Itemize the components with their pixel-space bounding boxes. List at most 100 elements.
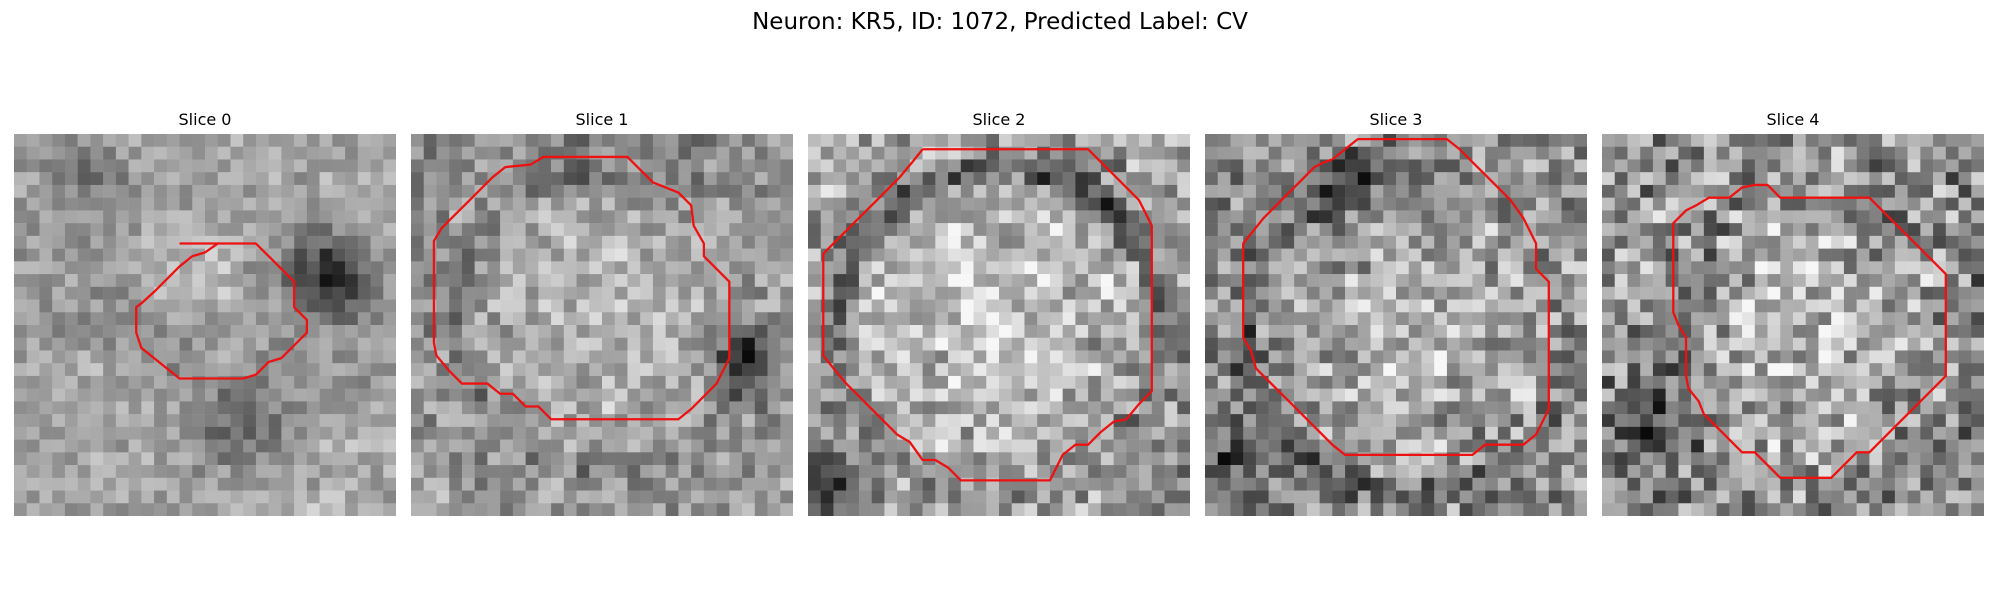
image-pixel [500,426,514,440]
image-pixel [1716,184,1730,198]
image-pixel [1818,286,1832,300]
image-pixel [999,261,1012,275]
image-pixel [1281,159,1295,173]
image-pixel [1294,325,1308,338]
image-pixel [884,172,898,186]
image-pixel [1357,172,1371,186]
image-pixel [1805,248,1819,262]
image-pixel [986,414,1000,428]
image-pixel [1217,248,1231,262]
image-pixel [281,426,295,440]
image-pixel [716,503,730,516]
image-pixel [1831,401,1845,415]
image-pixel [1485,274,1499,288]
image-pixel [1729,223,1743,237]
image-pixel [922,337,936,351]
image-pixel [742,261,756,275]
image-pixel [1421,465,1435,479]
image-pixel [64,312,78,326]
image-pixel [538,337,552,351]
image-pixel [1907,274,1921,288]
image-pixel [306,146,320,160]
image-pixel [1894,210,1908,224]
image-pixel [1485,248,1499,262]
image-pixel [1920,325,1934,338]
image-pixel [1281,465,1295,479]
image-pixel [960,490,974,504]
image-pixel [319,197,333,211]
image-pixel [26,248,40,262]
image-pixel [90,184,104,198]
image-pixel [1485,286,1499,300]
panel-slice-0: Slice 0 [14,109,396,516]
image-pixel [1126,146,1140,160]
image-pixel [449,159,463,173]
image-pixel [948,375,962,389]
image-pixel [1332,452,1346,466]
image-pixel [1396,159,1409,173]
image-pixel [1472,363,1486,377]
image-pixel [128,134,142,147]
image-pixel [370,490,384,504]
image-pixel [576,274,590,288]
image-pixel [1113,426,1127,440]
image-pixel [26,299,40,313]
image-pixel [935,465,949,479]
image-pixel [1294,337,1308,351]
image-pixel [948,248,962,262]
image-pixel [205,337,218,351]
image-pixel [833,452,847,466]
image-pixel [141,477,155,491]
image-pixel [1306,375,1320,389]
image-pixel [960,325,974,338]
image-pixel [1268,426,1282,440]
image-pixel [742,337,756,351]
image-pixel [1151,490,1165,504]
image-pixel [217,350,231,364]
image-pixel [461,490,475,504]
image-pixel [370,426,384,440]
image-pixel [820,426,834,440]
image-pixel [1497,363,1511,377]
image-pixel [370,388,384,402]
image-pixel [306,477,320,491]
image-pixel [551,248,565,262]
image-pixel [1805,197,1819,211]
image-pixel [423,223,437,237]
image-pixel [1652,146,1666,160]
image-pixel [691,184,705,198]
image-pixel [1869,172,1883,186]
image-pixel [1652,210,1666,224]
image-pixel [1396,477,1409,491]
image-pixel [345,439,359,453]
image-pixel [230,363,244,377]
image-pixel [1011,503,1025,516]
image-pixel [1856,426,1870,440]
image-pixel [1088,197,1102,211]
image-pixel [166,452,180,466]
image-pixel [1243,414,1257,428]
image-pixel [1678,184,1692,198]
image-pixel [614,363,628,377]
image-pixel [1920,452,1934,466]
image-pixel [449,210,463,224]
image-pixel [551,337,565,351]
image-pixel [1396,172,1409,186]
image-pixel [1088,274,1102,288]
image-pixel [1805,235,1819,249]
image-pixel [423,401,437,415]
image-pixel [1856,452,1870,466]
image-pixel [1602,452,1615,466]
image-pixel [294,134,308,147]
image-pixel [1805,312,1819,326]
image-pixel [1754,312,1768,326]
image-pixel [1640,146,1654,160]
image-pixel [268,210,282,224]
image-pixel [820,223,834,237]
image-pixel [1716,299,1730,313]
image-pixel [383,184,396,198]
image-pixel [1510,401,1524,415]
image-pixel [1100,452,1114,466]
image-pixel [1230,146,1244,160]
image-pixel [589,490,603,504]
